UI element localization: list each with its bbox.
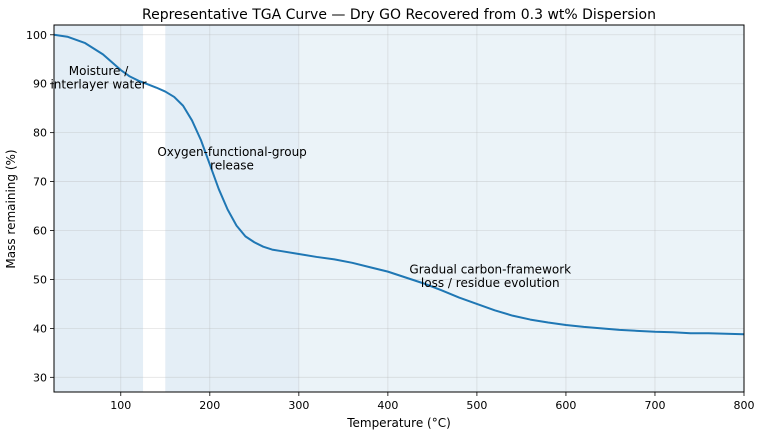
y-tick-label: 90 xyxy=(33,78,47,91)
phase-region-2 xyxy=(165,25,299,392)
phase-regions xyxy=(54,25,744,392)
region-label-1: Moisture / interlayer water xyxy=(50,64,146,92)
x-tick-label: 100 xyxy=(110,399,131,412)
y-tick-label: 30 xyxy=(33,371,47,384)
y-axis-ticks: 30 40 50 60 70 80 90 100 xyxy=(26,29,54,384)
x-tick-label: 700 xyxy=(644,399,665,412)
x-tick-label: 800 xyxy=(734,399,755,412)
y-axis-label: Mass remaining (%) xyxy=(4,149,18,268)
region-label-2: Oxygen-functional-group release xyxy=(157,144,306,172)
plot-frame xyxy=(53,24,745,393)
region-labels: Moisture / interlayer water Oxygen-functio… xyxy=(50,64,571,290)
x-axis-ticks: 100 200 300 400 500 600 700 800 xyxy=(110,392,755,412)
region-label-3: Gradual carbon-framework loss / residue e… xyxy=(409,262,571,290)
x-tick-label: 300 xyxy=(288,399,309,412)
x-tick-label: 400 xyxy=(377,399,398,412)
y-tick-label: 50 xyxy=(33,273,47,286)
y-tick-label: 80 xyxy=(33,127,47,140)
x-tick-label: 600 xyxy=(555,399,576,412)
phase-region-3 xyxy=(298,25,744,392)
x-axis-label: Temperature (°C) xyxy=(346,416,451,430)
chart-title: Representative TGA Curve — Dry GO Recove… xyxy=(142,7,656,23)
y-tick-label: 40 xyxy=(33,322,47,335)
phase-region-1 xyxy=(54,25,144,392)
series-layer xyxy=(53,33,745,336)
y-tick-label: 60 xyxy=(33,225,47,238)
y-tick-label: 70 xyxy=(33,176,47,189)
x-tick-label: 200 xyxy=(199,399,220,412)
tga-mass-curve xyxy=(53,33,745,336)
y-tick-label: 100 xyxy=(26,29,47,42)
x-tick-label: 500 xyxy=(466,399,487,412)
